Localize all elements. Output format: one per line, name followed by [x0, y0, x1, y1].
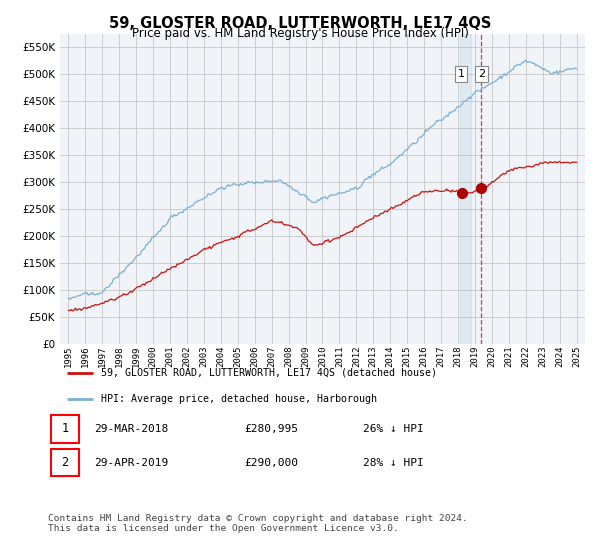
Text: HPI: Average price, detached house, Harborough: HPI: Average price, detached house, Harb… [101, 394, 377, 404]
Text: Price paid vs. HM Land Registry's House Price Index (HPI): Price paid vs. HM Land Registry's House … [131, 27, 469, 40]
Text: £290,000: £290,000 [244, 458, 298, 468]
FancyBboxPatch shape [50, 416, 79, 442]
Text: 1: 1 [61, 422, 68, 436]
Text: 1: 1 [458, 69, 465, 79]
Text: £280,995: £280,995 [244, 424, 298, 434]
Text: 28% ↓ HPI: 28% ↓ HPI [363, 458, 424, 468]
Bar [460, 34, 470, 344]
Text: 2: 2 [478, 69, 485, 79]
FancyBboxPatch shape [50, 449, 79, 476]
Text: 59, GLOSTER ROAD, LUTTERWORTH, LE17 4QS (detached house): 59, GLOSTER ROAD, LUTTERWORTH, LE17 4QS … [101, 368, 437, 378]
Text: 2: 2 [61, 456, 68, 469]
Text: Contains HM Land Registry data © Crown copyright and database right 2024.
This d: Contains HM Land Registry data © Crown c… [48, 514, 468, 533]
Text: 29-MAR-2018: 29-MAR-2018 [94, 424, 169, 434]
Text: 59, GLOSTER ROAD, LUTTERWORTH, LE17 4QS: 59, GLOSTER ROAD, LUTTERWORTH, LE17 4QS [109, 16, 491, 31]
Text: 26% ↓ HPI: 26% ↓ HPI [363, 424, 424, 434]
Text: 29-APR-2019: 29-APR-2019 [94, 458, 169, 468]
